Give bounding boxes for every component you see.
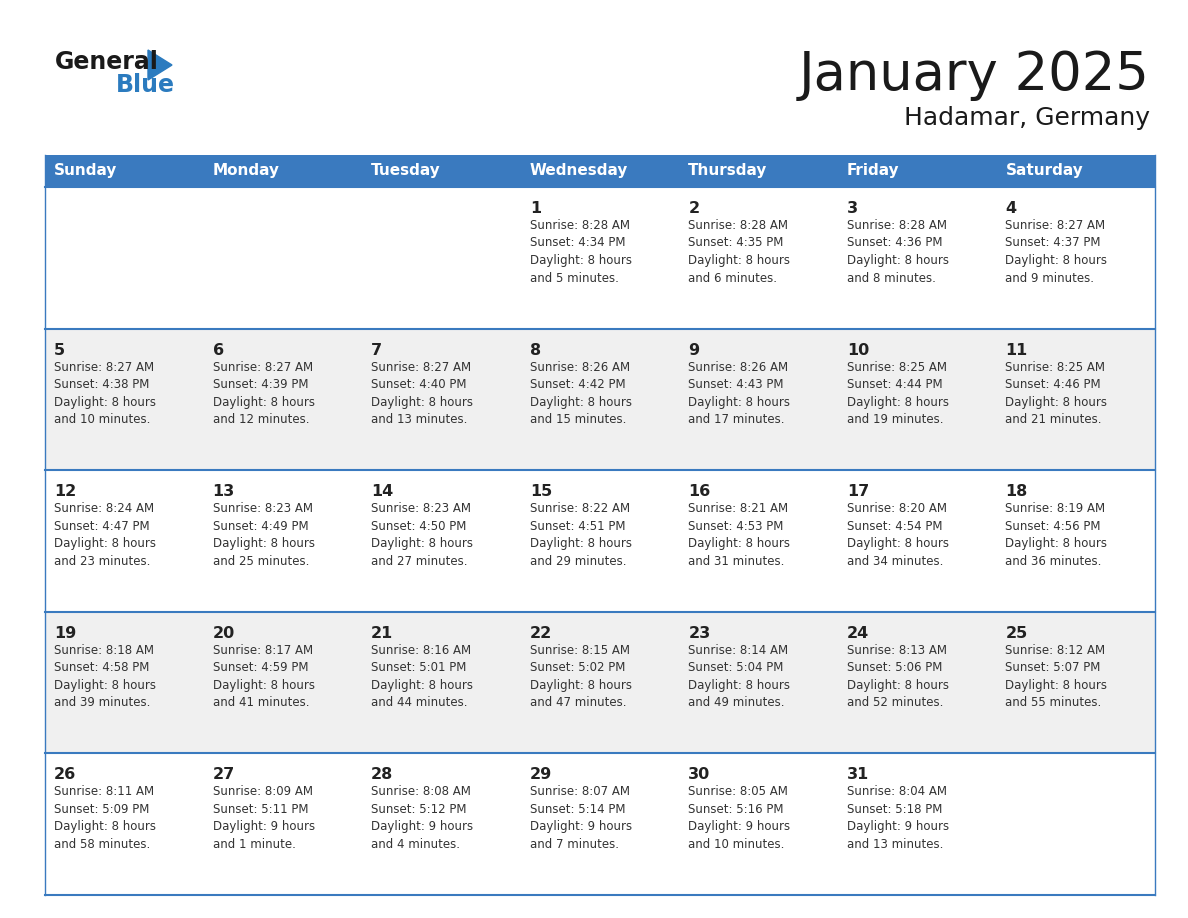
Text: Sunrise: 8:26 AM
Sunset: 4:43 PM
Daylight: 8 hours
and 17 minutes.: Sunrise: 8:26 AM Sunset: 4:43 PM Dayligh… (688, 361, 790, 426)
Bar (45, 187, 1155, 329)
Text: 3: 3 (847, 201, 858, 216)
Polygon shape (148, 50, 172, 80)
Text: Sunrise: 8:15 AM
Sunset: 5:02 PM
Daylight: 8 hours
and 47 minutes.: Sunrise: 8:15 AM Sunset: 5:02 PM Dayligh… (530, 644, 632, 710)
Text: 28: 28 (371, 767, 393, 782)
Text: 23: 23 (688, 626, 710, 641)
Text: Sunrise: 8:24 AM
Sunset: 4:47 PM
Daylight: 8 hours
and 23 minutes.: Sunrise: 8:24 AM Sunset: 4:47 PM Dayligh… (53, 502, 156, 567)
Text: Sunrise: 8:28 AM
Sunset: 4:36 PM
Daylight: 8 hours
and 8 minutes.: Sunrise: 8:28 AM Sunset: 4:36 PM Dayligh… (847, 219, 949, 285)
Text: Sunrise: 8:18 AM
Sunset: 4:58 PM
Daylight: 8 hours
and 39 minutes.: Sunrise: 8:18 AM Sunset: 4:58 PM Dayligh… (53, 644, 156, 710)
Text: Sunrise: 8:23 AM
Sunset: 4:50 PM
Daylight: 8 hours
and 27 minutes.: Sunrise: 8:23 AM Sunset: 4:50 PM Dayligh… (371, 502, 473, 567)
Bar (362, 155, 520, 187)
Text: 6: 6 (213, 342, 223, 358)
Text: 26: 26 (53, 767, 76, 782)
Text: Sunrise: 8:19 AM
Sunset: 4:56 PM
Daylight: 8 hours
and 36 minutes.: Sunrise: 8:19 AM Sunset: 4:56 PM Dayligh… (1005, 502, 1107, 567)
Text: 10: 10 (847, 342, 870, 358)
Text: Sunrise: 8:27 AM
Sunset: 4:39 PM
Daylight: 8 hours
and 12 minutes.: Sunrise: 8:27 AM Sunset: 4:39 PM Dayligh… (213, 361, 315, 426)
Bar (680, 155, 838, 187)
Text: 20: 20 (213, 626, 235, 641)
Text: Sunrise: 8:08 AM
Sunset: 5:12 PM
Daylight: 9 hours
and 4 minutes.: Sunrise: 8:08 AM Sunset: 5:12 PM Dayligh… (371, 786, 473, 851)
Text: Blue: Blue (116, 73, 175, 97)
Text: 25: 25 (1005, 626, 1028, 641)
Text: 14: 14 (371, 484, 393, 499)
Text: 2: 2 (688, 201, 700, 216)
Text: Sunrise: 8:21 AM
Sunset: 4:53 PM
Daylight: 8 hours
and 31 minutes.: Sunrise: 8:21 AM Sunset: 4:53 PM Dayligh… (688, 502, 790, 567)
Text: Sunrise: 8:17 AM
Sunset: 4:59 PM
Daylight: 8 hours
and 41 minutes.: Sunrise: 8:17 AM Sunset: 4:59 PM Dayligh… (213, 644, 315, 710)
Text: Sunrise: 8:14 AM
Sunset: 5:04 PM
Daylight: 8 hours
and 49 minutes.: Sunrise: 8:14 AM Sunset: 5:04 PM Dayligh… (688, 644, 790, 710)
Bar (45, 470, 1155, 611)
Text: Sunrise: 8:23 AM
Sunset: 4:49 PM
Daylight: 8 hours
and 25 minutes.: Sunrise: 8:23 AM Sunset: 4:49 PM Dayligh… (213, 502, 315, 567)
Text: 15: 15 (530, 484, 552, 499)
Text: Sunday: Sunday (53, 163, 118, 178)
Text: Sunrise: 8:09 AM
Sunset: 5:11 PM
Daylight: 9 hours
and 1 minute.: Sunrise: 8:09 AM Sunset: 5:11 PM Dayligh… (213, 786, 315, 851)
Text: Sunrise: 8:04 AM
Sunset: 5:18 PM
Daylight: 9 hours
and 13 minutes.: Sunrise: 8:04 AM Sunset: 5:18 PM Dayligh… (847, 786, 949, 851)
Bar (45, 611, 1155, 754)
Text: Sunrise: 8:16 AM
Sunset: 5:01 PM
Daylight: 8 hours
and 44 minutes.: Sunrise: 8:16 AM Sunset: 5:01 PM Dayligh… (371, 644, 473, 710)
Text: 8: 8 (530, 342, 541, 358)
Text: General: General (55, 50, 159, 74)
Bar (45, 155, 203, 187)
Text: Sunrise: 8:07 AM
Sunset: 5:14 PM
Daylight: 9 hours
and 7 minutes.: Sunrise: 8:07 AM Sunset: 5:14 PM Dayligh… (530, 786, 632, 851)
Text: Sunrise: 8:25 AM
Sunset: 4:44 PM
Daylight: 8 hours
and 19 minutes.: Sunrise: 8:25 AM Sunset: 4:44 PM Dayligh… (847, 361, 949, 426)
Text: 13: 13 (213, 484, 235, 499)
Text: January 2025: January 2025 (800, 49, 1150, 101)
Text: 18: 18 (1005, 484, 1028, 499)
Text: Sunrise: 8:11 AM
Sunset: 5:09 PM
Daylight: 8 hours
and 58 minutes.: Sunrise: 8:11 AM Sunset: 5:09 PM Dayligh… (53, 786, 156, 851)
Text: Sunrise: 8:05 AM
Sunset: 5:16 PM
Daylight: 9 hours
and 10 minutes.: Sunrise: 8:05 AM Sunset: 5:16 PM Dayligh… (688, 786, 790, 851)
Text: 29: 29 (530, 767, 552, 782)
Bar (520, 155, 680, 187)
Text: 16: 16 (688, 484, 710, 499)
Text: 31: 31 (847, 767, 870, 782)
Text: Sunrise: 8:27 AM
Sunset: 4:40 PM
Daylight: 8 hours
and 13 minutes.: Sunrise: 8:27 AM Sunset: 4:40 PM Dayligh… (371, 361, 473, 426)
Text: 24: 24 (847, 626, 870, 641)
Text: Wednesday: Wednesday (530, 163, 628, 178)
Bar (997, 155, 1155, 187)
Text: 22: 22 (530, 626, 552, 641)
Text: Sunrise: 8:27 AM
Sunset: 4:38 PM
Daylight: 8 hours
and 10 minutes.: Sunrise: 8:27 AM Sunset: 4:38 PM Dayligh… (53, 361, 156, 426)
Text: 19: 19 (53, 626, 76, 641)
Text: Sunrise: 8:13 AM
Sunset: 5:06 PM
Daylight: 8 hours
and 52 minutes.: Sunrise: 8:13 AM Sunset: 5:06 PM Dayligh… (847, 644, 949, 710)
Text: Sunrise: 8:28 AM
Sunset: 4:34 PM
Daylight: 8 hours
and 5 minutes.: Sunrise: 8:28 AM Sunset: 4:34 PM Dayligh… (530, 219, 632, 285)
Text: 9: 9 (688, 342, 700, 358)
Text: 1: 1 (530, 201, 541, 216)
Text: 30: 30 (688, 767, 710, 782)
Text: 4: 4 (1005, 201, 1017, 216)
Bar (45, 754, 1155, 895)
Text: Saturday: Saturday (1005, 163, 1083, 178)
Text: 27: 27 (213, 767, 235, 782)
Text: 12: 12 (53, 484, 76, 499)
Text: 11: 11 (1005, 342, 1028, 358)
Text: 5: 5 (53, 342, 65, 358)
Bar (838, 155, 997, 187)
Text: Monday: Monday (213, 163, 279, 178)
Text: Thursday: Thursday (688, 163, 767, 178)
Text: Sunrise: 8:25 AM
Sunset: 4:46 PM
Daylight: 8 hours
and 21 minutes.: Sunrise: 8:25 AM Sunset: 4:46 PM Dayligh… (1005, 361, 1107, 426)
Text: Sunrise: 8:12 AM
Sunset: 5:07 PM
Daylight: 8 hours
and 55 minutes.: Sunrise: 8:12 AM Sunset: 5:07 PM Dayligh… (1005, 644, 1107, 710)
Text: Sunrise: 8:28 AM
Sunset: 4:35 PM
Daylight: 8 hours
and 6 minutes.: Sunrise: 8:28 AM Sunset: 4:35 PM Dayligh… (688, 219, 790, 285)
Text: Sunrise: 8:27 AM
Sunset: 4:37 PM
Daylight: 8 hours
and 9 minutes.: Sunrise: 8:27 AM Sunset: 4:37 PM Dayligh… (1005, 219, 1107, 285)
Text: 21: 21 (371, 626, 393, 641)
Text: Sunrise: 8:20 AM
Sunset: 4:54 PM
Daylight: 8 hours
and 34 minutes.: Sunrise: 8:20 AM Sunset: 4:54 PM Dayligh… (847, 502, 949, 567)
Text: Sunrise: 8:26 AM
Sunset: 4:42 PM
Daylight: 8 hours
and 15 minutes.: Sunrise: 8:26 AM Sunset: 4:42 PM Dayligh… (530, 361, 632, 426)
Text: 17: 17 (847, 484, 870, 499)
Bar (45, 329, 1155, 470)
Text: Friday: Friday (847, 163, 899, 178)
Text: Hadamar, Germany: Hadamar, Germany (904, 106, 1150, 130)
Text: 7: 7 (371, 342, 383, 358)
Text: Tuesday: Tuesday (371, 163, 441, 178)
Text: Sunrise: 8:22 AM
Sunset: 4:51 PM
Daylight: 8 hours
and 29 minutes.: Sunrise: 8:22 AM Sunset: 4:51 PM Dayligh… (530, 502, 632, 567)
Bar (203, 155, 362, 187)
